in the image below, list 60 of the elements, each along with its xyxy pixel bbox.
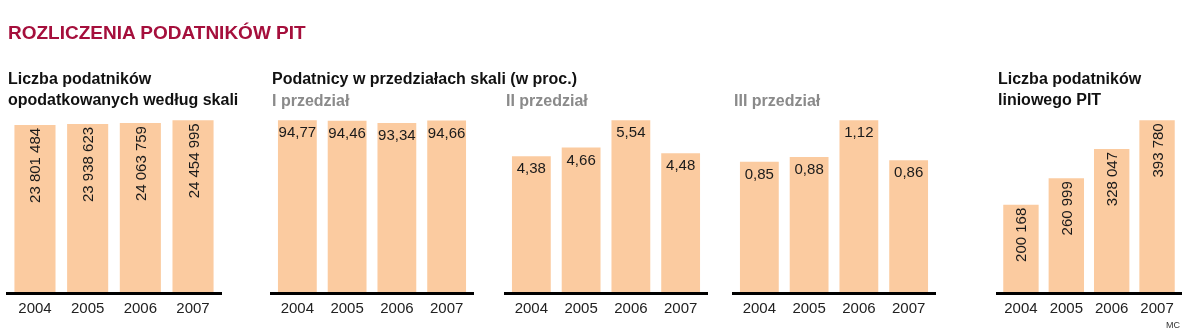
x-tick-label: 2004: [514, 299, 549, 316]
data-label: 200 168: [1012, 207, 1030, 262]
x-tick-label: 2006: [123, 299, 158, 316]
data-label: 4,66: [566, 150, 596, 168]
data-label: 94,46: [328, 123, 366, 141]
chart-subtitle: III przedział: [734, 92, 821, 109]
x-tick-label: 2007: [663, 299, 698, 316]
x-tick-label: 2005: [792, 299, 826, 316]
bar: [1048, 178, 1085, 292]
text: MC: [1166, 320, 1181, 330]
data-label: 23 938 623: [79, 126, 97, 203]
x-tick-label: 2004: [18, 299, 52, 316]
data-label: 94,66: [427, 123, 466, 141]
x-tick-label: 2006: [380, 299, 414, 316]
data-label: 0,85: [744, 164, 774, 182]
x-tick-label: 2006: [1094, 299, 1129, 316]
x-tick-label: 2005: [330, 299, 364, 316]
x-tick-label: 2005: [70, 299, 105, 316]
data-label: 0,86: [894, 163, 924, 181]
chart-subtitle: I przedział: [272, 92, 350, 109]
x-tick-label: 2004: [1004, 299, 1038, 316]
chart-subtitle: II przedział: [506, 92, 589, 109]
x-tick-label: 2006: [614, 299, 648, 316]
bar: [1139, 120, 1175, 292]
data-label: 0,88: [794, 160, 824, 178]
x-tick-label: 2006: [842, 299, 876, 316]
data-label: 5,54: [616, 123, 646, 141]
data-label: 24 454 995: [184, 123, 202, 199]
x-tick-label: 2007: [891, 299, 926, 316]
bar: [739, 161, 779, 292]
bar: [561, 147, 601, 292]
data-label: 23 801 484: [26, 127, 44, 203]
x-tick-label: 2005: [564, 299, 598, 316]
data-label: 4,38: [516, 159, 546, 177]
data-label: 1,12: [844, 123, 874, 141]
bar: [1093, 148, 1130, 292]
x-tick-label: 2007: [1140, 299, 1174, 316]
bar: [889, 160, 929, 292]
chart-title: Liczba podatników liniowego PIT: [998, 70, 1142, 108]
data-label: 24 063 759: [131, 126, 149, 202]
x-tick-label: 2004: [742, 299, 777, 316]
bar: [839, 120, 879, 292]
data-label: 93,34: [378, 125, 416, 143]
x-tick-label: 2005: [1049, 299, 1084, 316]
bar: [611, 120, 651, 292]
text: ROZLICZENIA PODATNIKÓW PIT: [8, 22, 307, 43]
x-tick-label: 2007: [429, 299, 464, 316]
data-label: 94,77: [278, 123, 317, 141]
data-label: 328 047: [1103, 151, 1121, 207]
bar: [661, 153, 701, 292]
x-tick-label: 2007: [176, 299, 210, 316]
chart-title: Liczba podatników opodatkowanych według skali: [8, 70, 239, 108]
data-label: 260 999: [1057, 181, 1075, 236]
bar: [789, 157, 829, 292]
x-tick-label: 2004: [280, 299, 315, 316]
data-label: 4,48: [666, 156, 696, 174]
bar: [1003, 204, 1039, 292]
bar: [511, 156, 551, 292]
data-label: 393 780: [1148, 123, 1166, 178]
chart-title: Podatnicy w przedziałach skali (w proc.): [272, 70, 577, 87]
